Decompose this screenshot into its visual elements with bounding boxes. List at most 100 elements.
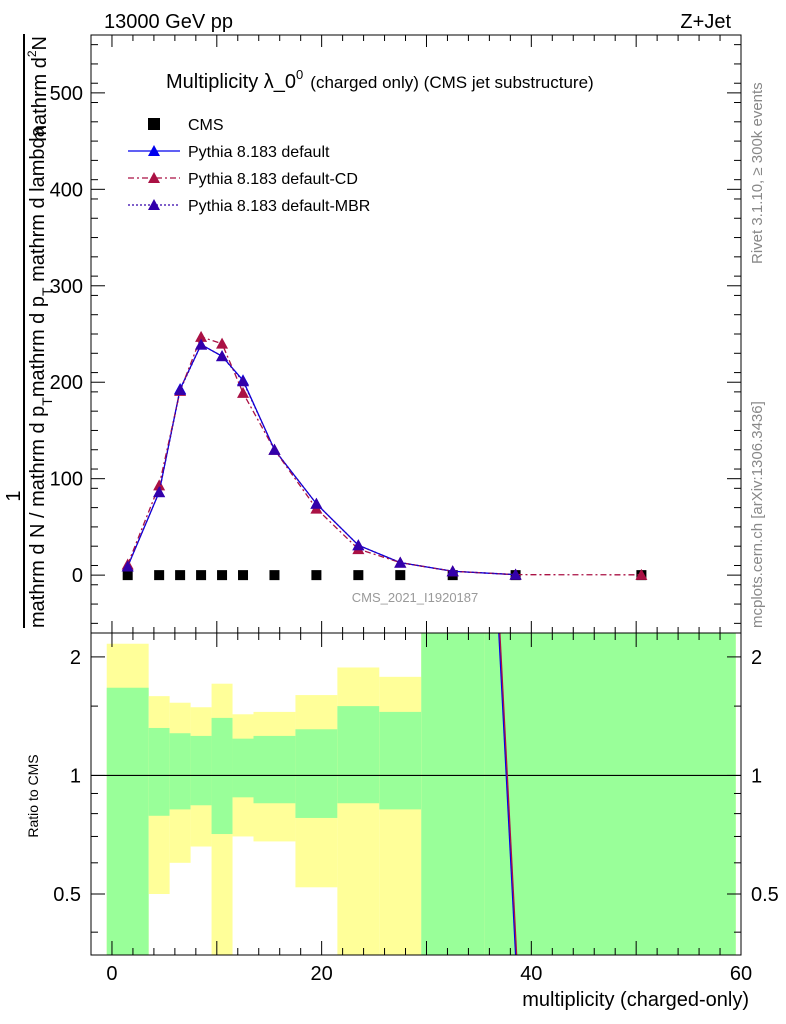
data-point-triangle: [148, 145, 160, 156]
ylabel-denom-a: mathrm d N / mathrm d p: [27, 406, 49, 628]
ratio-band-inner: [295, 729, 338, 818]
series-pythia-8-183-default-mbr: [121, 338, 522, 580]
chart-title-sup: 0: [296, 67, 303, 82]
data-point-triangle: [237, 386, 250, 398]
data-point-square: [122, 570, 133, 581]
data-point-triangle: [237, 375, 250, 387]
legend-label: Pythia 8.183 default-CD: [188, 171, 358, 188]
legend: CMS Pythia 8.183 default Pythia 8.183 defa…: [128, 117, 370, 215]
data-point-triangle: [635, 568, 648, 580]
ratio-y-ticks: 0.5 0.5 1 1 2 2: [53, 647, 779, 933]
x-ticks: 0 20 40 60: [106, 633, 752, 985]
series-pythia-8-183-default-cd: [121, 330, 648, 580]
ratio-bands: [106, 633, 736, 955]
ratio-band-inner: [169, 733, 191, 810]
ylabel-denom-b: mathrm d p: [27, 296, 49, 397]
ylabel-denominator: mathrm d N / mathrm d pTmathrm d pT math…: [27, 125, 55, 628]
data-point-square: [269, 570, 280, 581]
ratio-frame: [90, 632, 742, 956]
data-point-triangle: [216, 337, 229, 349]
data-point-triangle: [446, 565, 459, 577]
ratio-series-line: [498, 632, 517, 956]
data-point-triangle: [216, 350, 229, 362]
ylabel-numer-tail: N: [29, 36, 51, 50]
data-point-triangle: [195, 330, 208, 342]
ratio-band-inner: [253, 735, 296, 804]
y-tick-label: 0: [72, 565, 83, 587]
header-right: Z+Jet: [680, 11, 731, 33]
series-line: [127, 343, 516, 576]
ylabel-one: 1: [3, 490, 25, 501]
chart-title-main: Multiplicity λ_0: [166, 71, 296, 93]
data-point-square: [311, 570, 322, 581]
legend-marker: [148, 118, 160, 130]
ylabel-denom-a-sub: T: [39, 397, 55, 406]
ratio-band-inner: [106, 687, 149, 955]
data-point-triangle: [148, 199, 160, 210]
x-tick-label: 20: [311, 963, 333, 985]
rivet-label: Rivet 3.1.10, ≥ 300k events: [749, 82, 766, 264]
y-tick-label: 200: [50, 372, 83, 394]
series-line: [127, 343, 516, 576]
ylabel-numer-sup: 2: [25, 50, 39, 57]
ratio-y-tick-label-right: 1: [751, 765, 762, 787]
data-point-triangle: [153, 479, 166, 491]
data-point-triangle: [394, 556, 407, 568]
mcplots-label: mcplots.cern.ch [arXiv:1306.3436]: [749, 401, 766, 628]
ratio-series-line: [499, 632, 518, 956]
data-point-square: [154, 570, 165, 581]
data-point-triangle: [195, 338, 208, 350]
y-axis-label: 1 mathrm d2N mathrm d N / mathrm d pTmat…: [3, 34, 55, 628]
data-point-triangle: [509, 568, 522, 580]
ylabel-numerator: mathrm d2N: [25, 36, 51, 142]
ratio-band-inner: [337, 706, 380, 804]
header-left: 13000 GeV pp: [104, 11, 233, 33]
main-panel: Multiplicity λ_00 (charged only) (CMS jet…: [3, 34, 742, 634]
x-tick-label: 40: [520, 963, 542, 985]
ratio-band-inner: [190, 735, 212, 806]
ylabel-numer: mathrm d: [29, 57, 51, 141]
y-tick-label: 400: [50, 179, 83, 201]
series-line: [127, 336, 642, 576]
data-point-square: [353, 570, 364, 581]
main-y-ticks: 0 100 200 300 400 500: [50, 35, 742, 633]
data-point-square: [395, 570, 406, 581]
series-pythia-8-183-default: [121, 338, 522, 580]
data-point-triangle: [153, 486, 166, 498]
ratio-band-inner: [232, 738, 254, 798]
ratio-y-tick-label-right: 0.5: [751, 884, 779, 906]
data-point-triangle: [352, 539, 365, 551]
y-tick-label: 100: [50, 469, 83, 491]
ratio-band-inner: [148, 727, 170, 816]
data-point-triangle: [268, 443, 281, 455]
data-point-triangle: [310, 497, 323, 509]
ratio-band-inner: [484, 633, 736, 955]
chart-title: Multiplicity λ_00 (charged only) (CMS jet…: [166, 67, 594, 93]
data-point-square: [217, 570, 228, 581]
ratio-y-tick-label-right: 2: [751, 647, 762, 669]
data-point-square: [238, 570, 249, 581]
ratio-y-tick-label: 2: [70, 647, 81, 669]
ratio-band-inner: [421, 633, 485, 955]
x-tick-label: 0: [106, 963, 117, 985]
x-axis-label: multiplicity (charged-only): [522, 989, 749, 1011]
data-point-triangle: [174, 383, 187, 395]
ratio-lines: [91, 632, 741, 956]
legend-label: Pythia 8.183 default: [188, 144, 330, 161]
ratio-ylabel: Ratio to CMS: [25, 754, 41, 837]
main-series: [121, 330, 648, 581]
ratio-band-inner: [379, 711, 422, 810]
ylabel-denom-b-sub: T: [39, 287, 55, 296]
y-tick-label: 500: [50, 83, 83, 105]
data-point-triangle: [148, 172, 160, 183]
ratio-panel: 0.5 0.5 1 1 2 2 0 20 40 60 Ratio to CMS multipli…: [25, 632, 779, 1011]
x-tick-label: 60: [730, 963, 752, 985]
data-point-triangle: [121, 560, 134, 572]
data-point-square: [196, 570, 207, 581]
ylabel-denom-c: mathrm d lambda: [27, 125, 49, 287]
chart-title-suffix: (charged only) (CMS jet substructure): [310, 73, 593, 92]
y-tick-label: 300: [50, 276, 83, 298]
watermark: CMS_2021_I1920187: [352, 590, 479, 605]
ratio-y-tick-label: 1: [70, 765, 81, 787]
